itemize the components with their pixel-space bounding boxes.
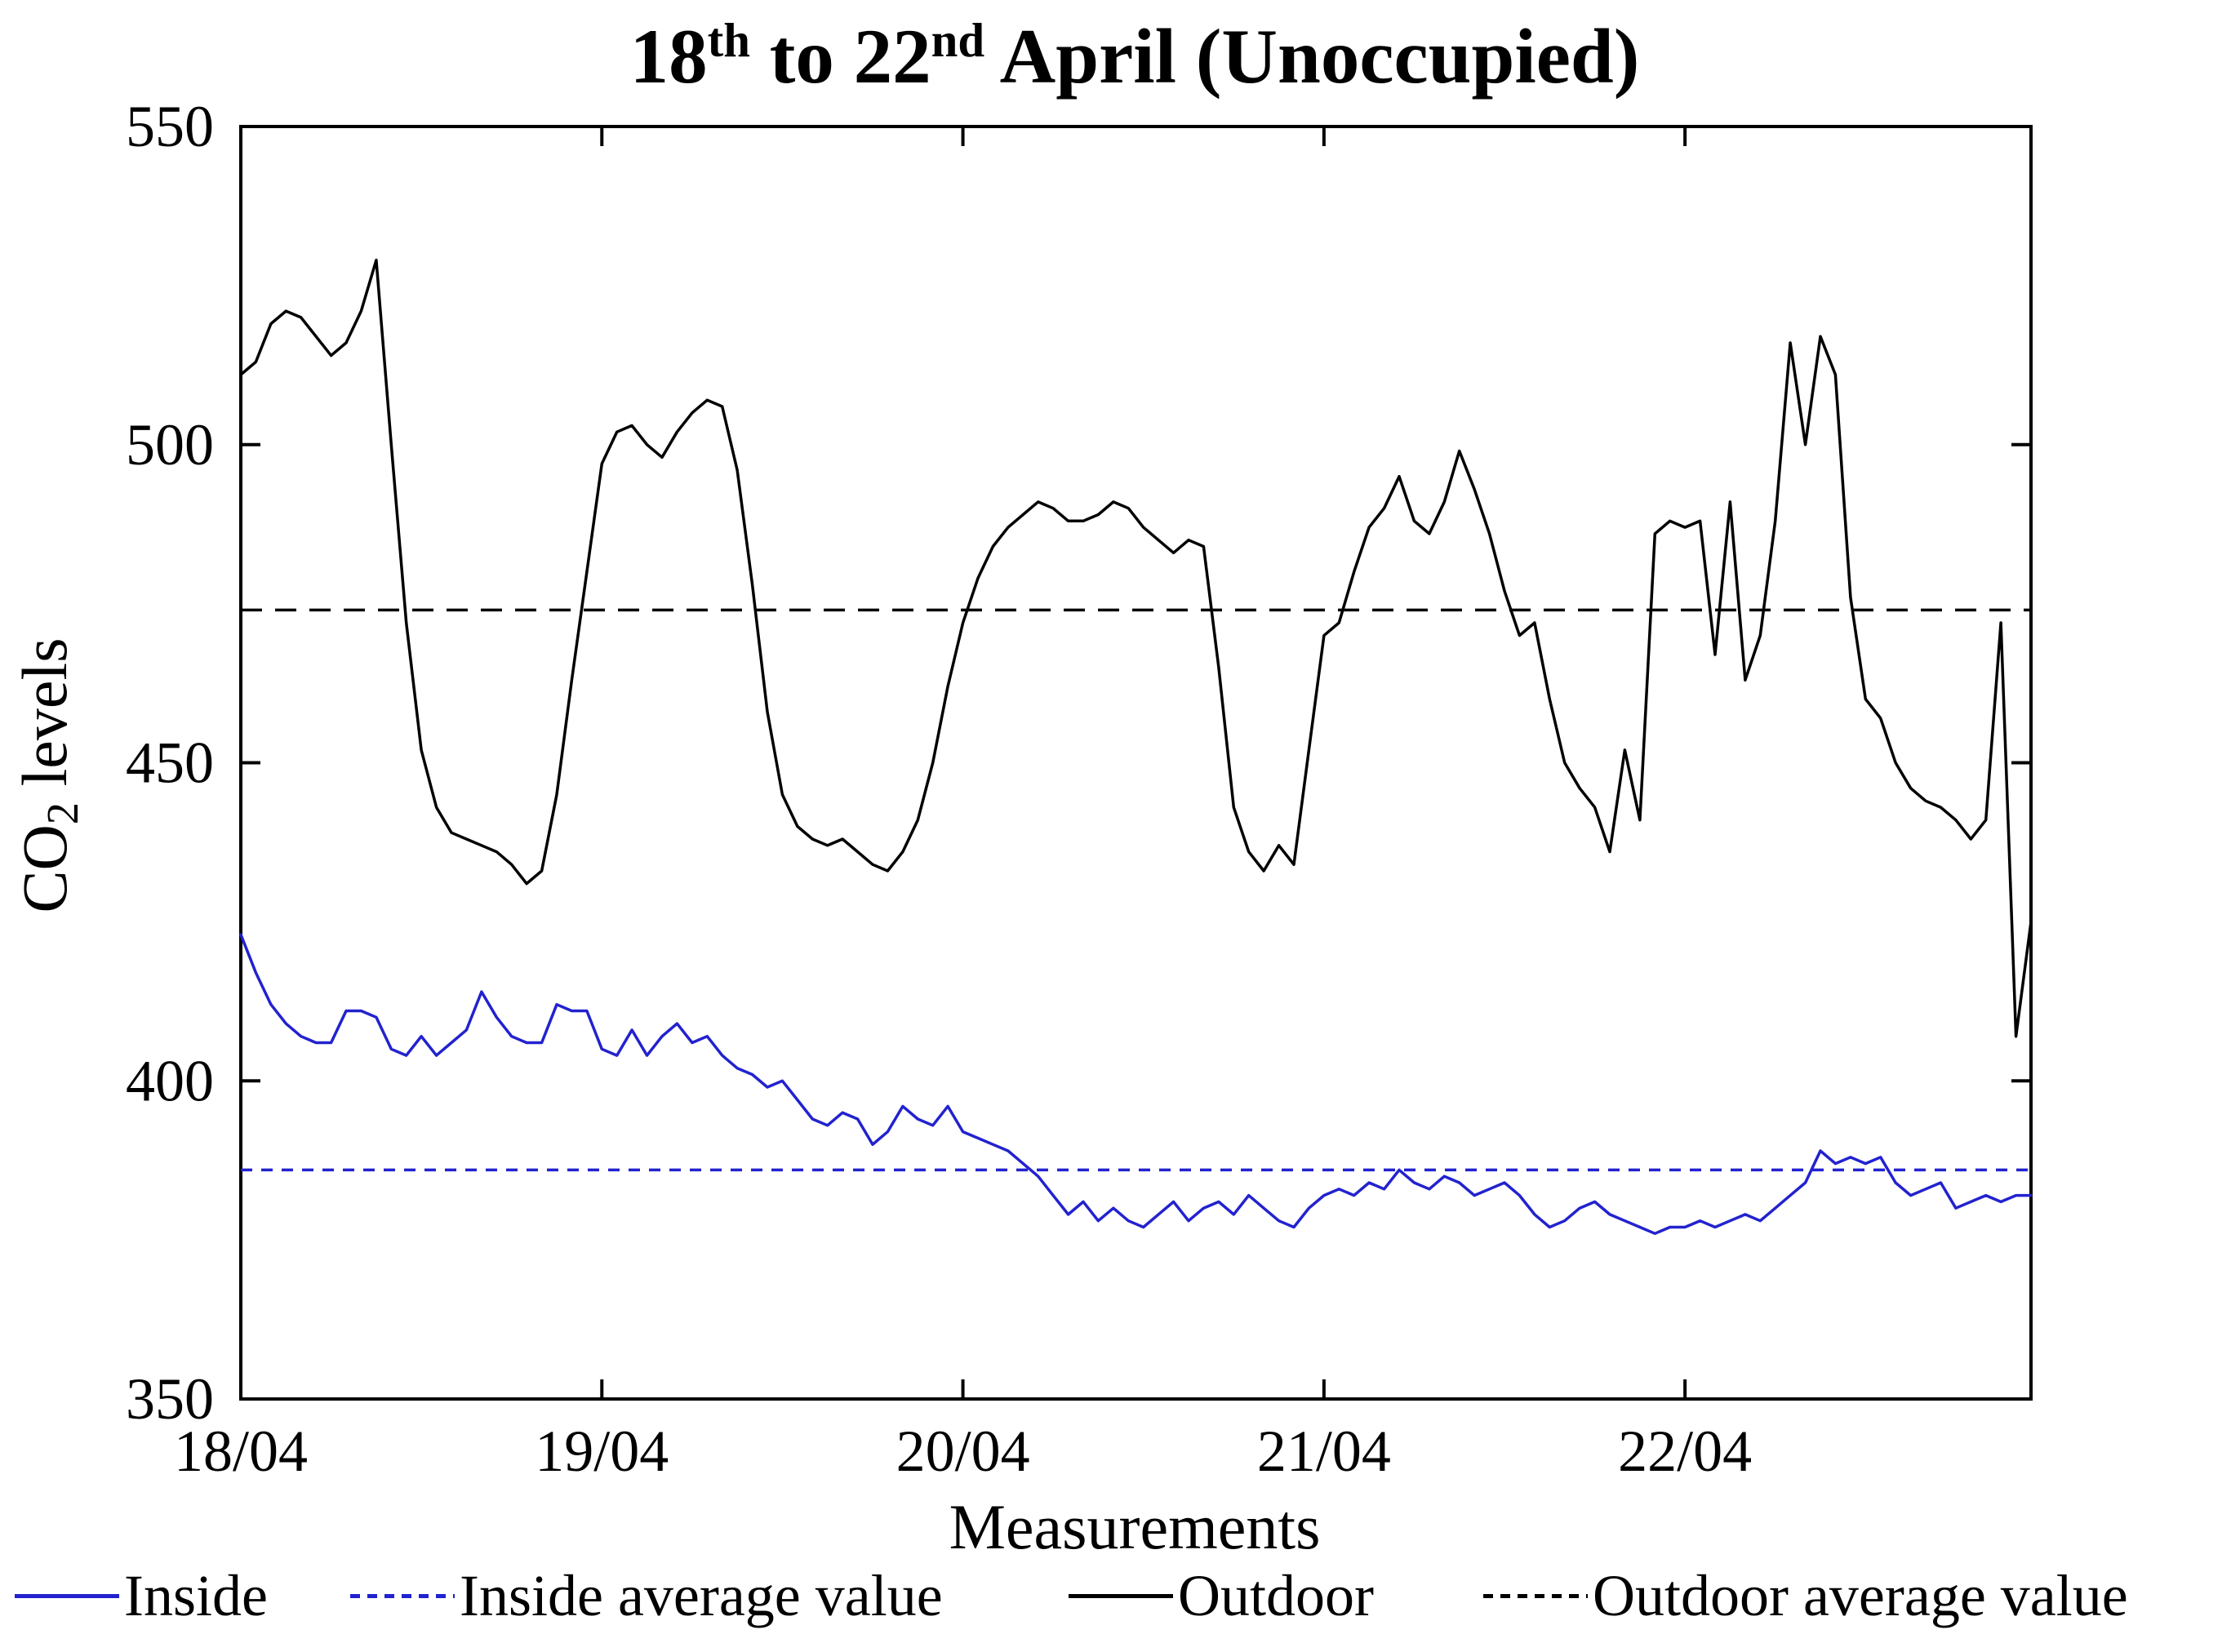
inside-line [239,933,2033,1236]
y-axis-label: CO2 levels [8,547,87,1004]
title-superscript-nd: nd [931,13,985,67]
chart-title: 18th to 22nd April (Unoccupied) [0,11,2231,101]
title-text: April (Unoccupied) [984,13,1640,100]
legend-swatch-inside-solid-line [15,1594,119,1598]
outdoor-line [239,258,2033,1038]
legend: Inside Inside average value Outdoor Outd… [0,1555,2231,1645]
x-tick-label: 21/04 [1257,1419,1391,1484]
legend-swatch-outdoor-solid-line [1069,1594,1173,1598]
axes-box [239,125,2033,1401]
y-tick-label: 350 [126,1366,214,1432]
y-label-levels: levels [9,637,80,802]
legend-label: Inside average value [460,1563,943,1628]
legend-label: Outdoor [1178,1563,1374,1628]
y-label-subscript-2: 2 [37,802,87,825]
y-tick-label: 500 [126,412,214,477]
x-tick-label: 18/04 [174,1419,308,1484]
x-tick-label: 20/04 [896,1419,1030,1484]
y-tick-label: 400 [126,1048,214,1113]
legend-label: Outdoor average value [1593,1563,2128,1628]
title-superscript-th: th [707,13,750,67]
y-tick-label: 550 [126,94,214,159]
x-tick-label: 22/04 [1618,1419,1752,1484]
title-text: to 22 [749,13,931,100]
y-tick-label: 450 [126,731,214,796]
y-label-co: CO [9,824,80,913]
legend-swatch-inside-dotted-line [350,1594,455,1598]
legend-swatch-outdoor-dotted-line [1483,1594,1588,1598]
x-axis-label: Measurements [949,1491,1321,1562]
legend-label: Inside [124,1563,268,1628]
title-text: 18 [629,13,708,100]
x-tick-label: 19/04 [535,1419,669,1484]
